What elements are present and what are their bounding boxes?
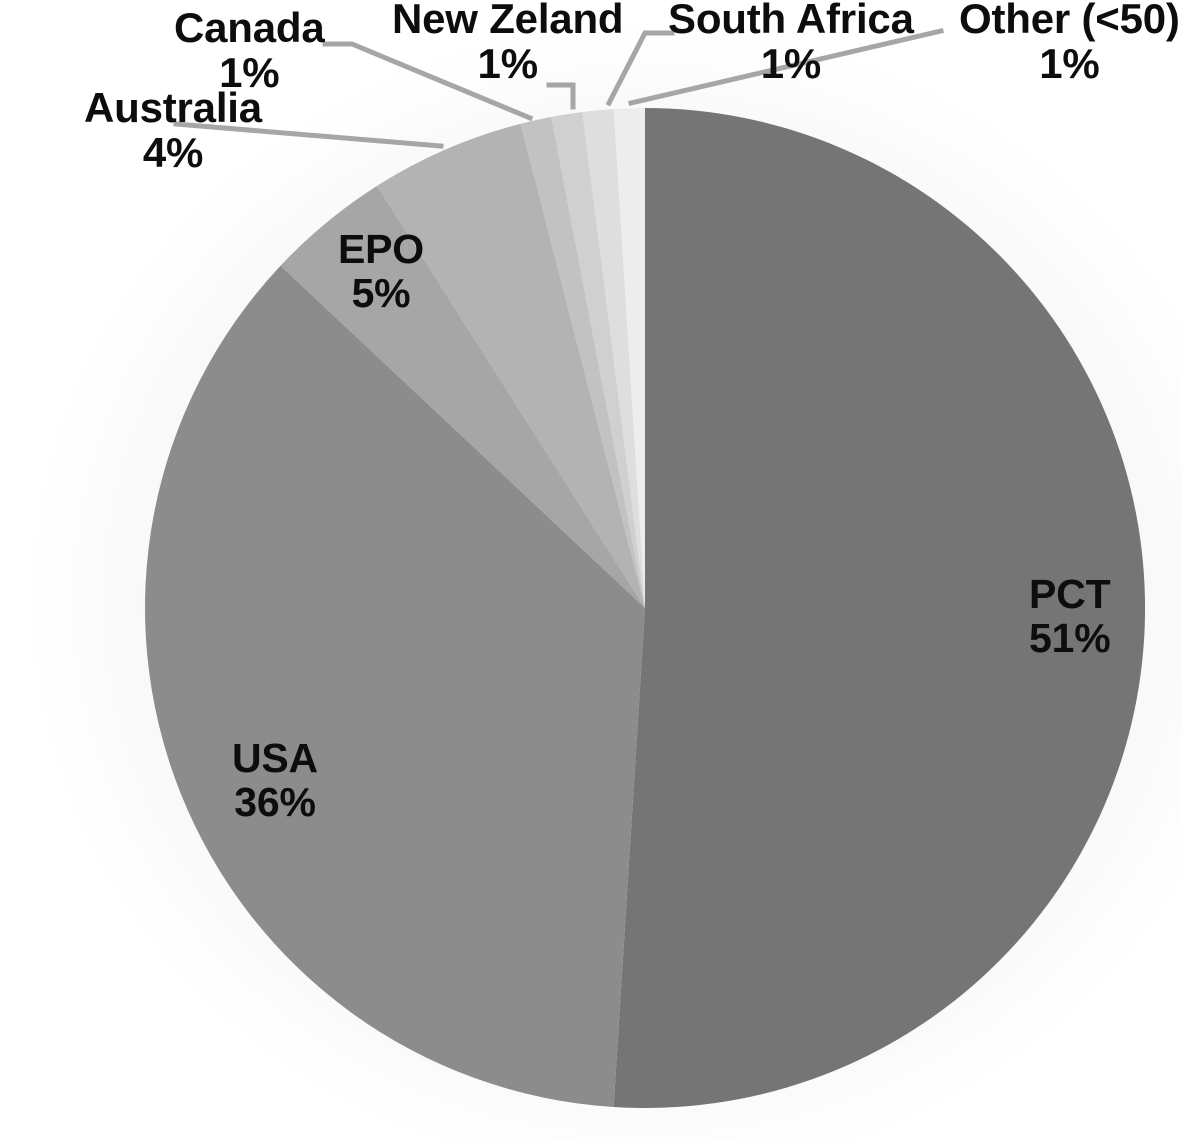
slice-label-epo: EPO 5%: [338, 226, 424, 316]
slice-label-other-value: 1%: [1039, 39, 1100, 87]
pie-slice-other[interactable]: [613, 108, 645, 608]
leader-line-newzeland: [546, 82, 576, 110]
slice-label-australia-name: Australia: [84, 84, 262, 131]
slice-label-southafrica: South Africa 1%: [668, 0, 914, 87]
slice-label-pct-value: 51%: [1029, 614, 1111, 661]
pie-slice-southafrica[interactable]: [582, 108, 645, 609]
slice-label-other-name: Other (<50): [959, 0, 1180, 42]
slice-label-usa-name: USA: [232, 735, 318, 781]
slice-label-australia: Australia 4%: [84, 84, 262, 176]
slice-label-australia-value: 4%: [142, 128, 204, 176]
slice-label-pct: PCT 51%: [1029, 571, 1111, 661]
slice-label-other: Other (<50) 1%: [959, 0, 1180, 87]
pie-slice-epo[interactable]: [377, 123, 645, 609]
pie-slice-usa[interactable]: [145, 265, 645, 1108]
slice-label-canada: Canada 1%: [174, 4, 325, 96]
slice-label-canada-value: 1%: [219, 48, 280, 96]
leader-line-other: [627, 27, 945, 107]
slice-label-usa: USA 36%: [232, 735, 318, 825]
pie-slice-canada[interactable]: [520, 116, 645, 609]
slice-label-epo-value: 5%: [351, 269, 411, 316]
slice-label-usa-value: 36%: [234, 778, 316, 825]
slice-label-southafrica-name: South Africa: [668, 0, 914, 42]
leader-line-southafrica: [605, 30, 675, 107]
pie-slice-pct[interactable]: [613, 108, 1146, 1108]
leader-line-canada: [322, 41, 534, 122]
slice-label-epo-name: EPO: [338, 226, 424, 272]
leader-line-australia: [173, 121, 444, 149]
slice-label-newzeland-value: 1%: [477, 39, 539, 87]
slice-label-southafrica-value: 1%: [760, 39, 822, 87]
slice-label-newzeland-name: New Zeland: [392, 0, 624, 42]
pie-slice-newzeland[interactable]: [551, 111, 645, 608]
pie-slice-australia[interactable]: [280, 185, 645, 608]
slice-label-pct-name: PCT: [1029, 571, 1111, 617]
leader-lines: [173, 27, 945, 149]
slice-label-newzeland: New Zeland 1%: [392, 0, 624, 87]
slice-label-canada-name: Canada: [174, 4, 325, 51]
pie-slices: [145, 108, 1146, 1108]
